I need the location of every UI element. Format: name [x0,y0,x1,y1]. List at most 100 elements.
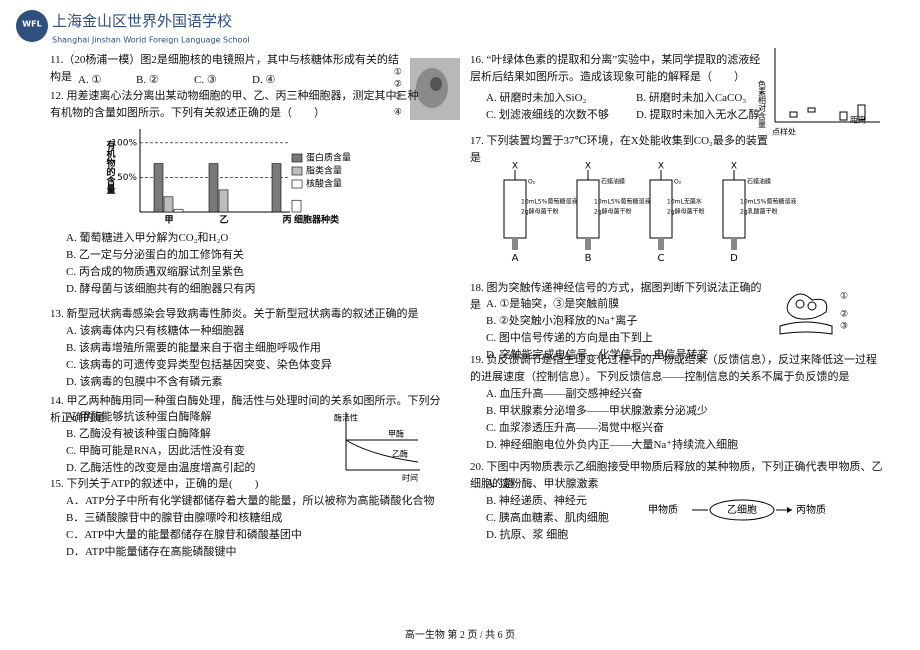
legend-swatch [291,179,303,189]
device-powder: 2g酵母菌干粉 [667,208,705,216]
device-top: O₂ [674,179,682,186]
device-top: O₂ [528,179,536,186]
device-liquid: 10mL5%葡萄糖溶液 [594,198,650,206]
option: D. 抗原、浆 细胞 [486,529,569,541]
device-powder: 2g乳酸菌干粉 [740,208,778,216]
device-x: X [512,162,518,172]
bar [218,189,229,213]
option: C. ③ [194,74,217,86]
fig-label: ③ [394,92,402,102]
logo-text: WFL [22,20,41,29]
option: D. 乙酶活性的改变是由温度增高引起的 [66,462,256,474]
y-axis-label: 有机物的含量 [105,139,117,195]
option: D. 突触能完成电信号—化学信号—电信号转变 [486,349,709,361]
fig-x-label: 距离 [850,115,866,125]
option: B. 神经递质、神经元 [486,495,587,507]
fig-label: ① [394,68,402,78]
plunger [658,238,664,250]
question-stem: 18. 图为突触传递神经信号的方式，据图判断下列说法正确的是 [470,282,762,311]
option: D. 提取时未加入无水乙醇 [636,109,760,121]
y-tick-label: 100% [111,138,137,148]
option: C. 血浆渗透压升高——渴觉中枢兴奋 [486,422,664,434]
fig-y-label: 色素相对含量 [758,79,767,128]
fig-label: 点样处 [772,127,796,137]
legend-swatch [291,166,303,176]
device-powder: 2g酵母菌干粉 [521,208,559,216]
fig-label: ② [394,80,402,90]
option: A. ① [78,74,102,86]
fig-label: ③ [840,322,848,332]
option: B. 乙一定与分泌蛋白的加工修饰有关 [66,249,244,261]
question-stem: 17. 下列装置均置于37℃环境，在X处能收集到CO₂最多的装置是 [470,135,768,164]
plunger [512,238,518,250]
footer: 高一生物 第 2 页 / 共 6 页 [404,630,516,641]
fig-label: ② [840,310,848,320]
question-stem: 16. “叶绿体色素的提取和分离”实验中，某同学提取的滤液经层析后结果如图所示。… [470,54,761,83]
bar [208,163,219,213]
x-axis-label: 细胞器种类 [294,214,340,226]
fig-label: 丙物质 [796,503,826,516]
option: A. 葡萄糖进入甲分解为CO₂和H₂O [66,232,229,244]
option: A．ATP分子中所有化学键都储存着大量的能量，所以被称为高能磷酸化合物 [66,495,435,507]
option: B. 甲状腺素分泌增多——甲状腺激素分泌减少 [486,405,708,417]
school-cn: 上海金山区世界外国语学校 [52,12,232,30]
option: A. 淀粉酶、甲状腺激素 [486,478,599,490]
device-liquid: 10mL5%葡萄糖溶液 [740,198,796,206]
cell [709,499,775,521]
band [857,104,866,121]
device-letter: C [658,253,665,264]
option: C. 甲酶可能是RNA，因此活性没有变 [66,445,246,457]
x-tick-label: 甲 [164,215,173,226]
question-stem: 13. 新型冠状病毒感染会导致病毒性肺炎。关于新型冠状病毒的叙述正确的是 [50,308,419,320]
device-letter: B [585,253,592,264]
device-x: X [658,162,664,172]
fig-label: ④ [394,108,402,118]
vesicle [795,299,805,309]
option: B．三磷酸腺苷中的腺苷由腺嘌呤和核糖组成 [66,512,283,524]
fig-x-label: 时间 [402,473,418,483]
band [807,107,816,113]
question-stem: 14. 甲乙两种酶用同一种蛋白酶处理，酶活性与处理时间的关系如图所示。下列分析正… [50,395,441,424]
option: A. 该病毒体内只有核糖体一种细胞器 [66,325,245,337]
option: D. 该病毒的包膜中不含有磷元素 [66,376,223,388]
option: C. 丙合成的物质遇双缩脲试剂呈紫色 [66,266,244,278]
bar [291,199,302,213]
option: D. 神经细胞电位外负内正——大量Na⁺持续流入细胞 [486,439,739,451]
nucleolus [430,77,442,91]
membrane [779,321,833,335]
band [789,111,798,118]
option: D. 酵母菌与该细胞共有的细胞器只有丙 [66,283,256,295]
vesicle [807,301,817,311]
option: C．ATP中大量的能量都储存在腺苷和磷酸基团中 [66,529,302,541]
option: D．ATP中能量储存在高能磷酸键中 [66,546,237,558]
bar [153,163,164,213]
question-stem: 12. 用差速离心法分离出某动物细胞的甲、乙、丙三种细胞器，测定其中三种有机物的… [50,90,419,119]
fig-label: 甲物质 [648,503,678,516]
fig-label: 乙细胞 [727,503,757,516]
devices: X O₂ 10mL5%葡萄糖溶液 2g酵母菌干粉 A X 石蜡油膜 10mL5%葡萄糖溶液 2g… [503,162,796,264]
x-tick-label: 丙 [282,215,291,226]
option: B. 该病毒增殖所需要的能量来自于宿主细胞呼吸作用 [66,342,321,354]
option: A. 研磨时未加入SiO₂ [486,92,587,104]
fig-label: ① [840,292,848,302]
device-x: X [585,162,591,172]
x-tick-label: 乙 [219,215,228,226]
question-stem: 11.（20杨浦一模）图2是细胞核的电镜照片，其中与核糖体形成有关的结构是 [50,54,399,83]
option: B. ② [136,74,159,86]
bar [163,196,174,213]
plunger [585,238,591,250]
fig-y-label: 酶活性 [334,413,358,423]
option: C. 胰高血糖素、肌肉细胞 [486,512,609,524]
option: C. 划滤液细线的次数不够 [486,109,609,121]
synapse [786,293,828,320]
option: B. 研磨时未加入CaCO₃ [636,92,747,104]
device-x: X [731,162,737,172]
option: C. 该病毒的可遗传变异类型包括基因突变、染色体变异 [66,359,332,371]
curve [345,439,419,463]
bar-chart: 50% 100%有机物的含量甲 乙 丙细胞器种类 蛋白质含量脂类含量核酸含量 [105,129,351,226]
device-letter: D [730,253,738,264]
device-liquid: 10mL无菌水 [667,198,702,206]
legend-label: 脂类含量 [306,165,342,177]
